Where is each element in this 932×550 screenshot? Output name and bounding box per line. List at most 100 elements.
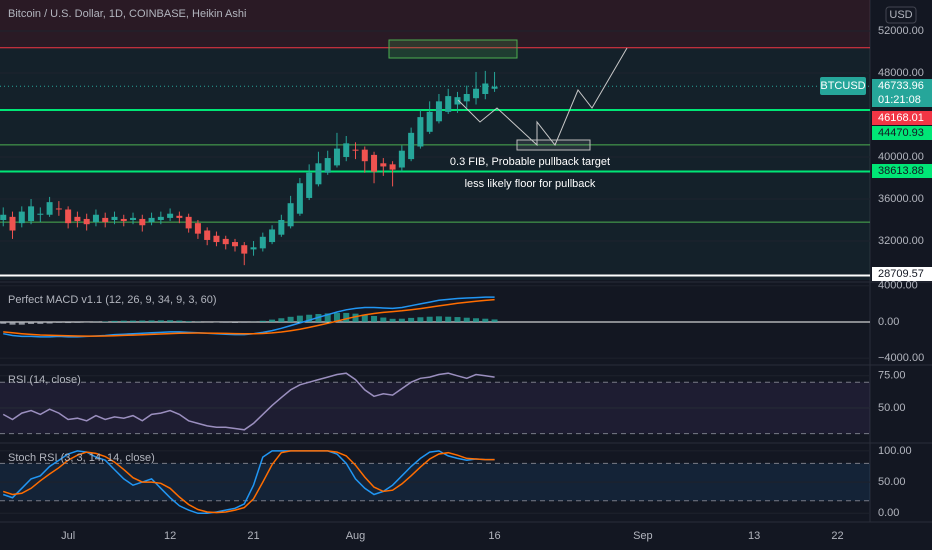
candle-body (92, 214, 99, 223)
candle-body (148, 217, 155, 223)
candle-body (9, 216, 16, 231)
candle-body (398, 150, 405, 168)
price-tag-label: 44470.93 (878, 127, 924, 139)
price-tag (872, 126, 932, 140)
currency-box (885, 6, 917, 24)
histogram-bar (389, 318, 396, 322)
histogram-bar (278, 318, 285, 322)
histogram-bar (222, 321, 229, 323)
symbol-label: BTCUSD (820, 80, 865, 92)
candle-body (250, 247, 257, 250)
y-tick-label: −4000.00 (878, 352, 924, 364)
histogram-bar (241, 321, 248, 323)
x-tick-label: 22 (831, 530, 843, 542)
histogram-bar (65, 321, 72, 324)
histogram-bar (120, 320, 127, 322)
candle-body (0, 214, 7, 221)
histogram-bar (352, 313, 359, 322)
candle-body (315, 163, 322, 185)
pane-title: Perfect MACD v1.1 (12, 26, 9, 34, 9, 3, … (8, 294, 217, 306)
price-tag-label: 38613.88 (878, 165, 924, 177)
support-zone (0, 47, 870, 280)
candle-body (389, 164, 396, 170)
histogram-bar (74, 321, 81, 323)
candle-body (287, 203, 294, 227)
histogram-bar (269, 319, 276, 322)
histogram-bar (139, 320, 146, 322)
candle-body (463, 93, 470, 102)
histogram-bar (287, 316, 294, 322)
marks (0, 30, 870, 515)
candle-body (65, 209, 72, 224)
candle-body (111, 216, 118, 221)
histogram-bar (324, 313, 331, 322)
histogram-bar (55, 321, 62, 323)
price-tag-label: 46168.01 (878, 112, 924, 124)
histogram-bar (371, 316, 378, 322)
candle-body (454, 97, 461, 105)
candle-body (37, 213, 44, 215)
histogram-bar (380, 317, 387, 322)
histogram-bar (130, 320, 137, 322)
y-tick-label: 48000.00 (878, 67, 924, 79)
y-tick-label: 0.00 (878, 507, 899, 519)
candle-body (306, 172, 313, 198)
y-tick-label: 0.00 (878, 316, 899, 328)
candle-body (296, 183, 303, 214)
x-tick-label: 16 (488, 530, 500, 542)
annotation: less likely floor for pullback (465, 178, 596, 190)
histogram-bar (454, 317, 461, 322)
candle-body (491, 86, 498, 89)
candle-body (259, 236, 266, 249)
x-tick-label: 21 (247, 530, 259, 542)
candle-body (167, 213, 174, 218)
histogram-bar (435, 316, 442, 322)
candle-body (176, 215, 183, 218)
candle-body (139, 218, 146, 226)
histogram-bar (0, 321, 7, 324)
symbol-tag (820, 77, 866, 95)
histogram-bar (231, 321, 238, 323)
labels: 52000.00 48000.00 40000.00 36000.00 32000.00… (8, 6, 932, 542)
histogram-bar (213, 321, 220, 323)
histogram-bar (408, 317, 415, 322)
histogram-bar (491, 319, 498, 322)
candle-body (194, 223, 201, 234)
candle-body (380, 163, 387, 167)
indicator-line (3, 298, 495, 337)
candle-body (120, 218, 127, 222)
histogram-bar (417, 317, 424, 322)
x-tick-label: Aug (346, 530, 366, 542)
candle-body (473, 88, 480, 99)
candle-body (445, 96, 452, 112)
x-tick-label: Jul (61, 530, 75, 542)
histogram-bar (361, 314, 368, 322)
histogram-bar (426, 316, 433, 322)
candle-body (204, 230, 211, 240)
candle-body (83, 218, 90, 225)
candle-body (46, 202, 53, 215)
candle-body (278, 220, 285, 235)
candle-body (18, 211, 25, 224)
candle-body (231, 242, 238, 247)
indicator-line (2, 450, 495, 514)
pullback-box (516, 139, 591, 151)
y-tick-label: 100.00 (878, 445, 912, 457)
histogram-bar (37, 321, 44, 324)
target-box (388, 39, 518, 59)
histogram-bar (148, 320, 155, 322)
candle-body (74, 216, 81, 222)
histogram-bar (463, 317, 470, 322)
y-tick-label: 36000.00 (878, 193, 924, 205)
x-tick-label: 13 (748, 530, 760, 542)
histogram-bar (111, 320, 118, 322)
countdown: 01:21:08 (878, 94, 921, 106)
histogram-bar (343, 312, 350, 322)
candle-body (28, 206, 35, 222)
histogram-bar (445, 316, 452, 322)
candle-body (157, 216, 164, 221)
y-tick-label: 32000.00 (878, 235, 924, 247)
x-tick-label: Sep (633, 530, 653, 542)
price-tag (872, 164, 932, 178)
